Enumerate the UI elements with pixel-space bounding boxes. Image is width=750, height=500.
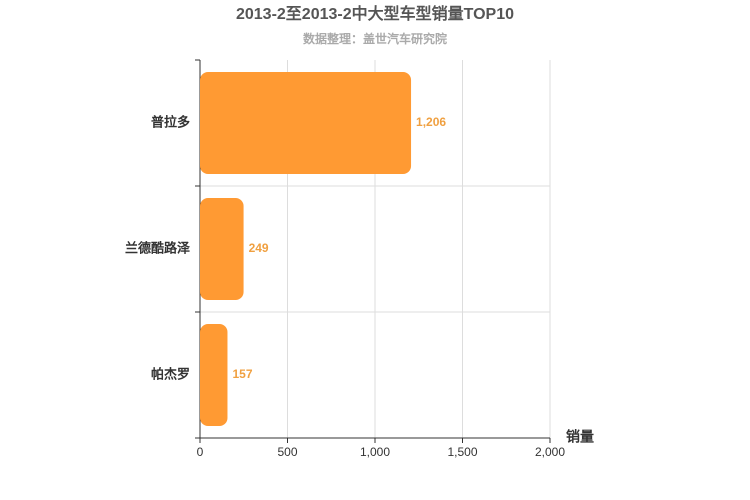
y-tick-label: 兰德酷路泽 <box>125 240 191 255</box>
y-tick-label: 普拉多 <box>151 114 190 129</box>
value-label: 249 <box>249 241 269 255</box>
value-label: 157 <box>232 367 252 381</box>
x-axis-label: 销量 <box>566 429 594 445</box>
value-label: 1,206 <box>416 115 446 129</box>
chart-subtitle: 数据整理：盖世汽车研究院 <box>303 31 447 46</box>
x-tick-label: 1,000 <box>360 445 390 459</box>
x-tick-label: 0 <box>197 445 204 459</box>
x-tick-label: 1,500 <box>447 445 477 459</box>
bar <box>200 197 244 301</box>
y-tick-label: 帕杰罗 <box>151 366 190 381</box>
bar <box>200 323 228 427</box>
bar <box>200 71 412 175</box>
chart-title: 2013-2至2013-2中大型车型销量TOP10 <box>236 4 514 23</box>
x-tick-label: 500 <box>277 445 297 459</box>
x-tick-label: 2,000 <box>535 445 565 459</box>
